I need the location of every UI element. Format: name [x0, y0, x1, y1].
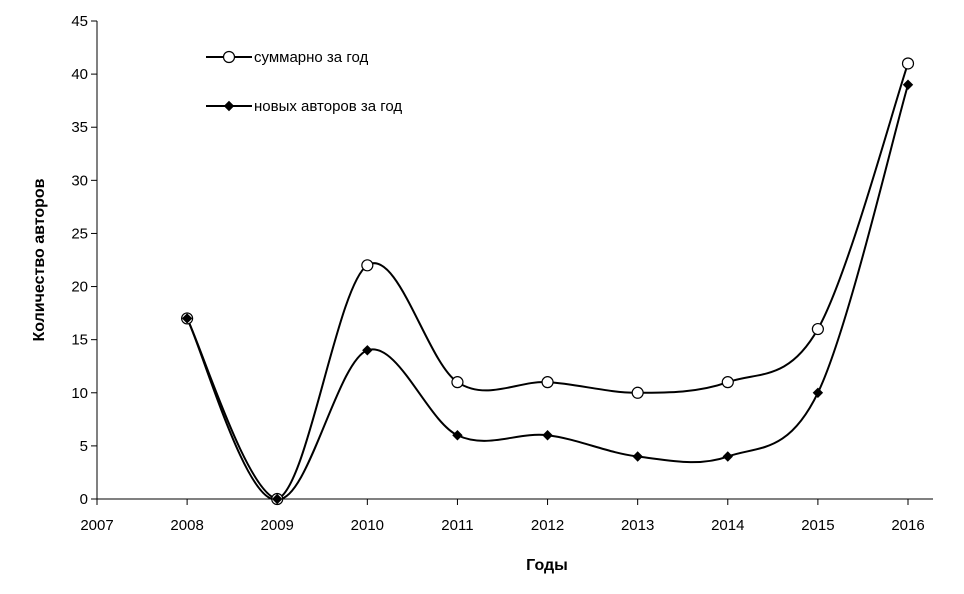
x-tick-label: 2012 [531, 517, 564, 534]
x-tick-label: 2015 [801, 517, 834, 534]
series-1-point [361, 259, 374, 272]
series-1-point [811, 322, 824, 336]
y-tick-label: 10 [71, 385, 88, 402]
series-2-point [812, 387, 824, 398]
series-layer [181, 57, 915, 506]
x-tick-label: 2013 [621, 517, 654, 534]
y-tick-label: 0 [80, 491, 88, 508]
x-tick-label: 2016 [891, 517, 924, 534]
y-axis-title: Количество авторов [31, 178, 48, 341]
series-2-point [272, 493, 283, 505]
series-2-point [181, 313, 193, 324]
x-tick-label: 2007 [80, 517, 113, 534]
y-tick-label: 25 [71, 225, 88, 242]
series-2-point [632, 451, 643, 462]
legend-item-1: суммарно за год [206, 49, 368, 66]
series-1-point [721, 376, 734, 389]
x-axis-title: Годы [526, 557, 568, 574]
legend-item-2: новых авторов за год [206, 98, 402, 115]
series-2-point [542, 430, 553, 441]
legend-label: суммарно за год [254, 49, 368, 66]
series-1-point [631, 386, 644, 399]
y-tick-label: 20 [71, 279, 88, 296]
series-2-markers [181, 79, 914, 505]
series-1-markers [181, 57, 915, 506]
y-tick-label: 15 [71, 332, 88, 349]
legend: суммарно за год новых авторов за год [206, 49, 402, 115]
x-tick-label: 2008 [170, 517, 203, 534]
x-tick-label: 2010 [351, 517, 384, 534]
y-tick-label: 35 [71, 119, 88, 136]
y-tick-label: 45 [71, 13, 88, 30]
series-1-point [451, 376, 464, 389]
series-2-point [362, 345, 373, 356]
series-1-line [186, 63, 909, 501]
x-tick-label: 2014 [711, 517, 744, 534]
series-1-point [541, 376, 554, 389]
legend-swatch-marker [223, 100, 235, 112]
y-tick-label: 30 [71, 172, 88, 189]
axes: 0 5 10 15 20 25 30 35 40 45 2007 2008 2009 2010 2011 20… [71, 13, 933, 534]
series-2-point [902, 79, 914, 90]
x-tick-label: 2009 [261, 517, 294, 534]
series-1-point [901, 57, 915, 70]
legend-label: новых авторов за год [254, 98, 402, 115]
y-tick-label: 40 [71, 66, 88, 83]
series-2-point [452, 430, 463, 441]
legend-swatch-marker [222, 50, 236, 64]
series-2-point [722, 451, 733, 462]
y-tick-label: 5 [80, 438, 88, 455]
x-tick-label: 2011 [441, 517, 473, 534]
series-1 [186, 63, 909, 501]
